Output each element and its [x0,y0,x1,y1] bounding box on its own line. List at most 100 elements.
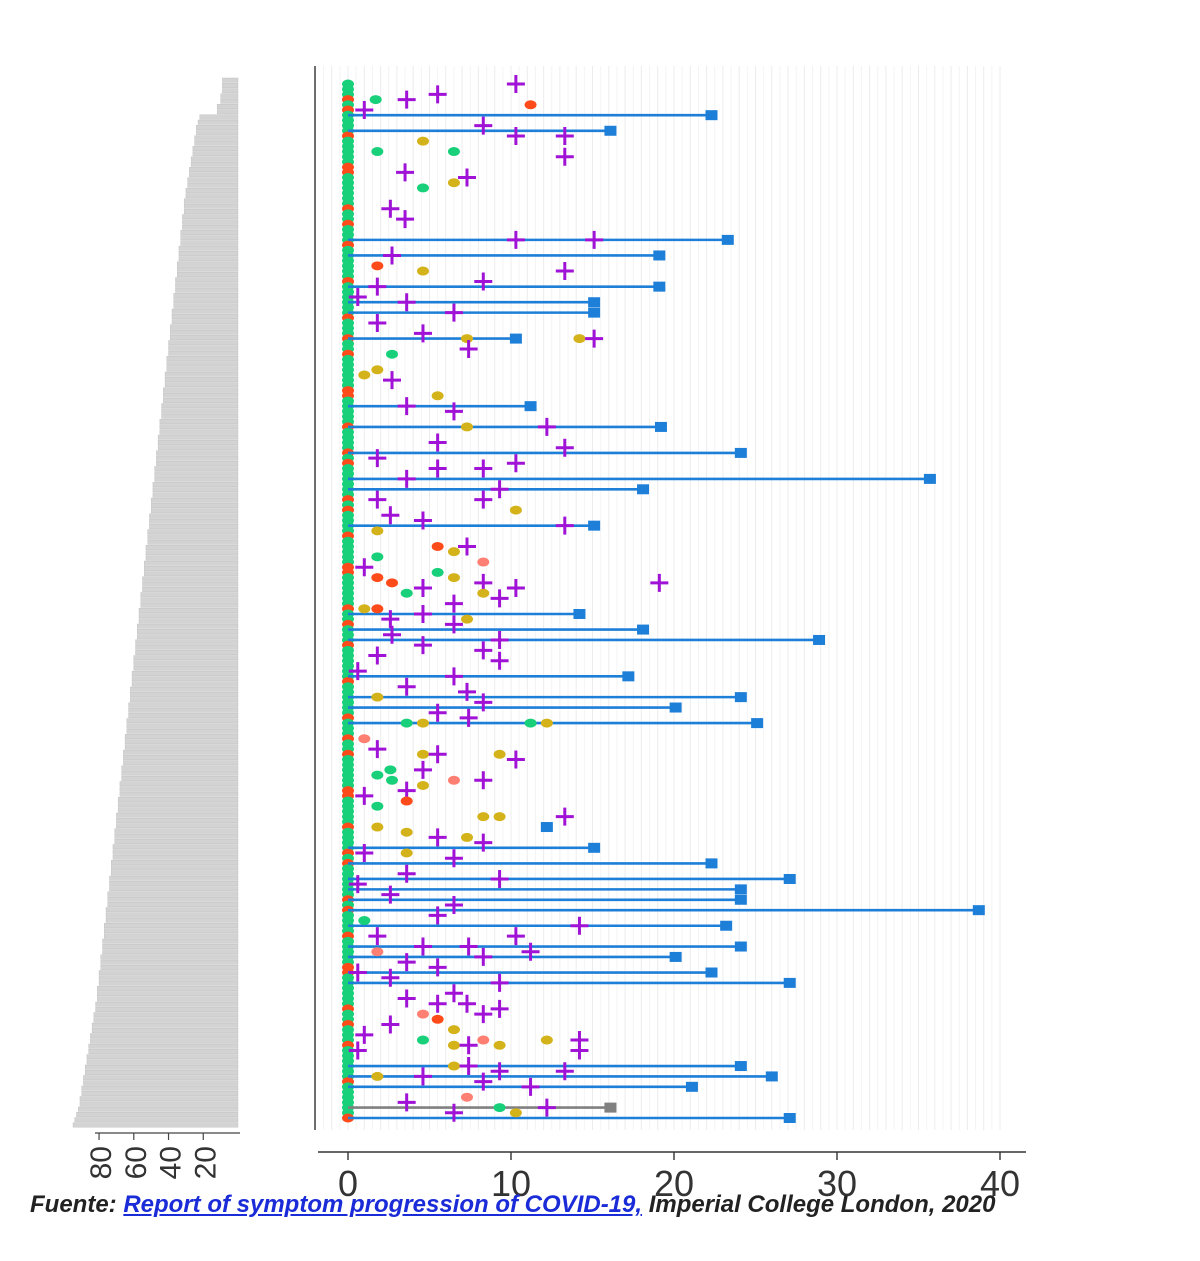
age-bar [173,293,239,298]
age-bar [142,587,239,592]
end-marker [972,905,985,916]
symptom-dot [447,178,460,188]
end-marker [734,447,747,458]
age-bar [137,623,239,629]
end-marker [923,473,936,484]
age-bar [111,870,239,876]
age-bar [86,1059,239,1065]
age-bar [76,1112,239,1117]
symptom-dot [460,334,473,344]
age-bar [137,629,239,634]
age-bar [138,613,239,619]
age-bar [161,403,239,409]
age-bar [83,1075,239,1081]
age-bar [111,860,239,865]
age-bar [98,975,239,981]
symptom-cross [474,641,493,660]
age-bar [183,209,239,214]
symptom-cross [490,630,509,649]
symptom-cross [381,199,400,218]
age-bar [187,182,239,188]
age-bar [109,886,239,892]
symptom-cross [428,85,447,104]
symptom-cross [459,937,478,956]
age-bar [97,991,239,997]
age-bar [105,907,239,913]
age-bar [145,550,239,556]
symptom-cross [355,100,374,119]
age-bar [102,949,239,955]
age-bar [190,156,239,162]
age-bar [163,398,239,403]
symptom-cross [459,339,478,358]
symptom-cross [506,927,525,946]
age-bar [144,566,239,571]
age-bar [135,639,239,645]
age-bar [157,445,239,451]
symptom-cross [555,807,574,826]
end-marker [783,977,796,988]
age-bar [93,1017,239,1023]
age-bar [170,324,239,330]
age-bar [107,891,239,897]
age-bar [166,361,239,367]
end-marker [588,297,601,308]
age-bar [133,665,239,671]
end-marker [588,520,601,531]
symptom-dot [416,1035,429,1045]
symptom-cross [348,662,367,681]
age-tick-label: 60 [120,1146,153,1179]
age-bar [222,83,239,88]
age-bar [154,471,239,477]
age-bar [121,765,239,771]
symptom-dot [477,1035,490,1045]
age-bar [117,797,239,802]
end-marker [765,1071,778,1082]
symptom-cross [555,516,574,535]
symptom-cross [444,667,463,686]
age-bar [91,1022,239,1028]
symptom-cross [555,147,574,166]
age-bar [111,865,239,871]
age-bar [157,434,239,440]
source-link[interactable]: Report of symptom progression of COVID-1… [123,1191,643,1218]
age-bar [98,980,239,986]
age-bar [123,760,239,766]
age-bar [104,923,239,928]
symptom-dot [416,183,429,193]
age-bar [112,849,239,855]
age-bar [222,88,239,94]
symptom-cross [459,708,478,727]
symptom-dot [384,765,397,775]
symptom-dot [447,1040,460,1050]
symptom-cross [413,760,432,779]
age-bar [97,996,239,1002]
age-bar [177,261,239,267]
symptom-cross [444,1103,463,1122]
end-marker [705,110,718,121]
age-bar [142,581,239,587]
end-marker [654,421,667,432]
age-bar [81,1085,239,1091]
symptom-cross [506,750,525,769]
age-bar [185,188,239,193]
symptom-cross [413,579,432,598]
age-bar [123,755,239,760]
symptom-cross [428,994,447,1013]
symptom-cross [506,75,525,93]
end-marker [653,281,666,292]
symptom-cross [368,927,387,946]
age-bar [144,560,239,566]
symptom-dot [477,588,490,598]
symptom-cross [381,506,400,525]
end-marker [622,671,635,682]
age-bar [173,303,239,309]
symptom-cross [397,1093,416,1112]
end-marker [604,125,617,136]
age-bar [168,345,239,351]
age-bar [116,812,239,818]
age-bar [187,177,239,183]
age-bar [91,1028,239,1033]
symptom-cross [368,490,387,509]
age-bar [161,413,239,419]
